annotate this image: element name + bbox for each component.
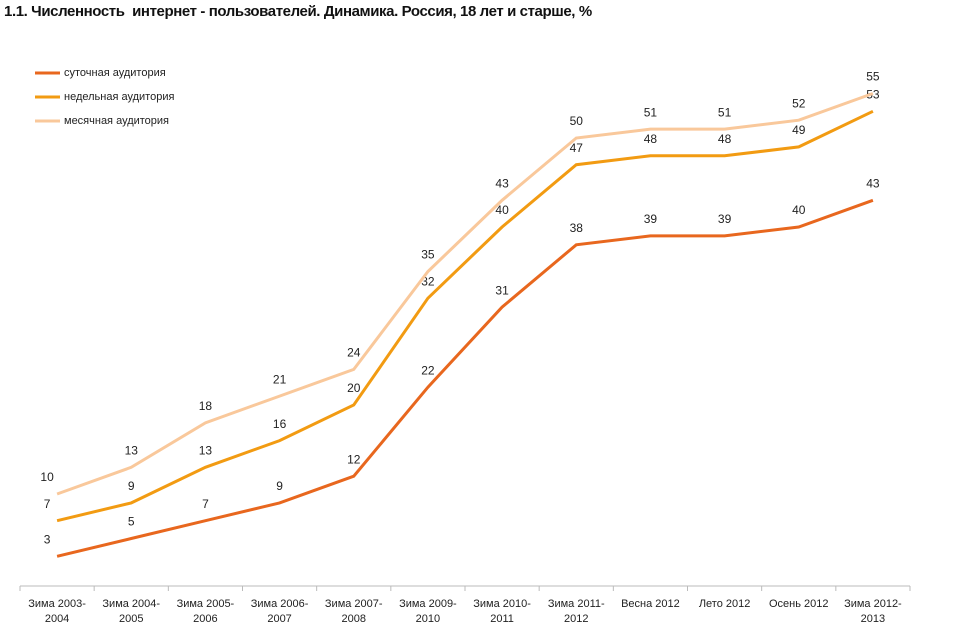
data-label: 39 (718, 212, 732, 226)
data-label: 9 (128, 479, 135, 493)
data-label: 35 (421, 248, 435, 262)
data-label: 7 (44, 497, 51, 511)
x-tick-label: Зима 2011-2012 (547, 598, 605, 625)
chart-title: 1.1. Численность интернет - пользователе… (4, 3, 592, 20)
data-label: 9 (276, 479, 283, 493)
data-label: 3 (44, 532, 51, 546)
legend-label: месячная аудитория (64, 115, 169, 127)
series-line (56, 109, 874, 523)
data-label: 13 (125, 443, 139, 457)
data-label: 16 (273, 417, 287, 431)
data-label: 24 (347, 346, 361, 360)
x-tick-label: Зима 2004-2005 (102, 598, 161, 625)
x-tick-label: Зима 2007-2008 (324, 598, 383, 625)
data-label: 51 (644, 105, 658, 119)
data-label: 48 (718, 132, 732, 146)
data-label: 20 (347, 381, 361, 395)
x-tick-label: Зима 2006-2007 (250, 598, 309, 625)
data-label: 43 (866, 176, 880, 190)
x-tick-label: Зима 2003-2004 (28, 598, 86, 625)
data-label: 7 (202, 497, 209, 511)
data-label: 40 (792, 203, 806, 217)
data-label: 13 (199, 443, 213, 457)
legend-label: недельная аудитория (64, 91, 174, 103)
data-label: 18 (199, 399, 213, 413)
data-label: 10 (40, 470, 54, 484)
x-tick-label: Весна 2012 (621, 598, 680, 610)
x-tick-label: Зима 2012-2013 (844, 598, 902, 625)
data-label: 39 (644, 212, 658, 226)
data-label: 5 (128, 515, 135, 529)
data-label: 50 (570, 114, 584, 128)
x-tick-label: Зима 2009-2010 (399, 598, 457, 625)
data-label: 47 (570, 141, 584, 155)
x-tick-label: Осень 2012 (768, 598, 829, 610)
legend-label: суточная аудитория (64, 67, 166, 79)
data-label: 21 (273, 372, 287, 386)
data-label: 43 (495, 176, 509, 190)
series-line (56, 92, 874, 496)
data-label: 22 (421, 363, 435, 377)
x-tick-label: Лето 2012 (698, 598, 751, 610)
data-label: 48 (644, 132, 658, 146)
x-tick-label: Зима 2005-2006 (176, 598, 235, 625)
data-label: 40 (495, 203, 509, 217)
data-label: 38 (570, 221, 584, 235)
data-label: 52 (792, 96, 806, 110)
data-label: 49 (792, 123, 806, 137)
data-label: 12 (347, 452, 361, 466)
series-line (56, 198, 874, 558)
data-label: 51 (718, 105, 732, 119)
x-tick-label: Зима 2010-2011 (473, 598, 531, 625)
data-label: 31 (495, 283, 509, 297)
data-label: 55 (866, 70, 880, 84)
